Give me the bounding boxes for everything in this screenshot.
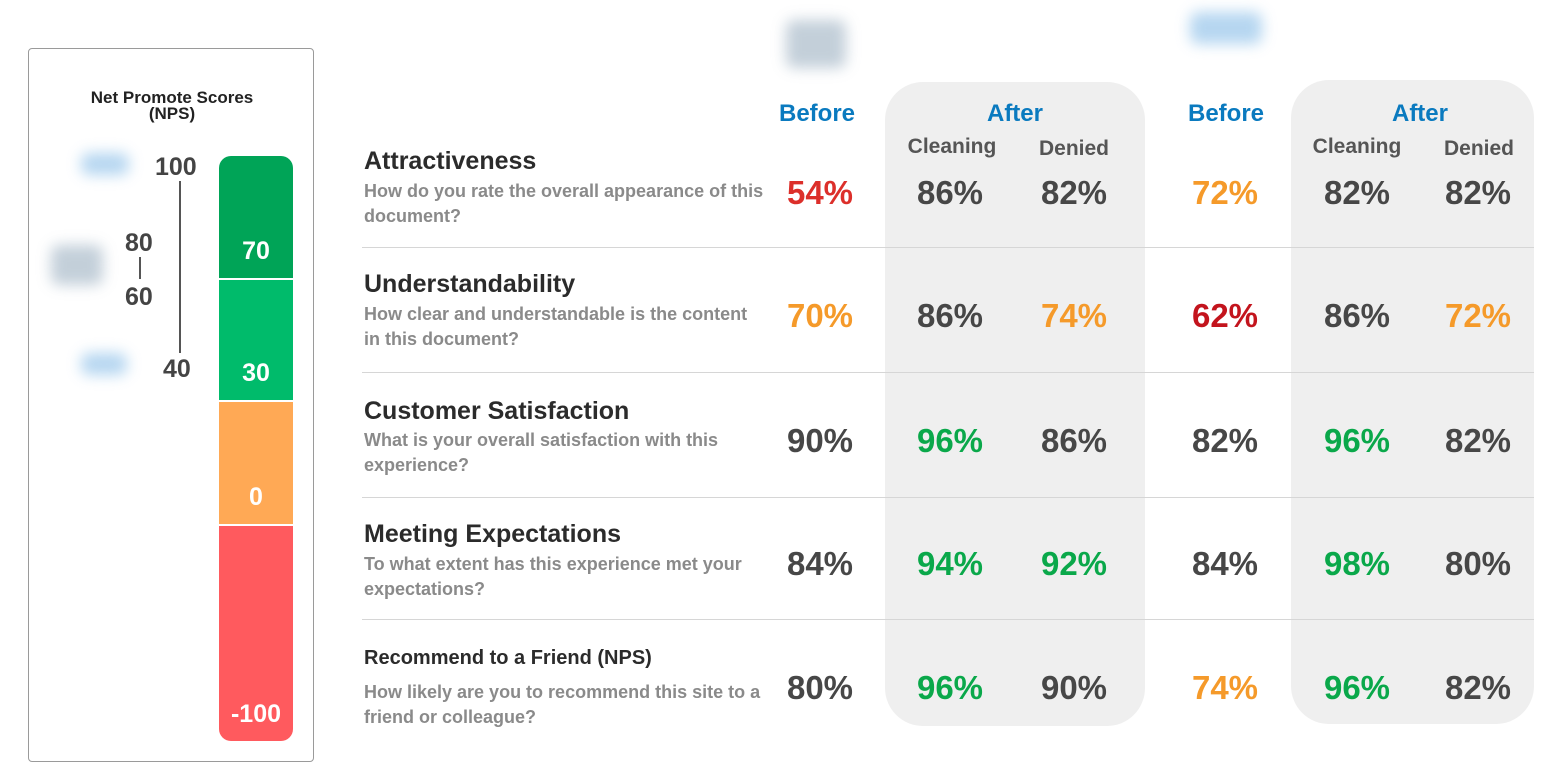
header-before-1: Before	[778, 100, 856, 127]
value-cell: 96%	[916, 422, 984, 459]
header-denied-2: Denied	[1443, 137, 1514, 160]
nps-segment-label: 30	[242, 359, 270, 387]
blurred-logo	[51, 245, 103, 285]
value-cell: 82%	[1444, 174, 1512, 211]
value-cell: 94%	[916, 545, 984, 582]
after-group-2-background	[1291, 80, 1534, 724]
value-cell: 96%	[916, 669, 984, 706]
blurred-logo	[81, 153, 129, 175]
row-title-customer-satisfaction: Customer Satisfaction	[364, 397, 630, 425]
scale-number-60: 60	[125, 283, 153, 311]
nps-segment-promoter-high: 70	[219, 156, 293, 278]
nps-segment-promoter: 30	[219, 280, 293, 400]
value-cell: 90%	[1040, 669, 1108, 706]
value-cell: 80%	[786, 669, 854, 706]
value-cell: 92%	[1040, 545, 1108, 582]
row-title-attractiveness: Attractiveness	[364, 147, 537, 175]
nps-segment-detractor: -100	[219, 526, 293, 741]
value-cell: 82%	[1444, 422, 1512, 459]
value-cell: 82%	[1323, 174, 1391, 211]
value-cell: 54%	[786, 174, 854, 211]
value-cell: 86%	[916, 297, 984, 334]
nps-segment-label: -100	[230, 700, 282, 728]
value-cell: 96%	[1323, 669, 1391, 706]
blurred-logo	[81, 353, 127, 375]
value-cell: 72%	[1444, 297, 1512, 334]
value-cell: 82%	[1040, 174, 1108, 211]
value-cell: 84%	[1191, 545, 1259, 582]
blurred-logo	[1190, 12, 1262, 44]
nps-title-line1: Net Promote Scores	[90, 88, 254, 107]
row-question: To what extent has this experience met y…	[364, 554, 742, 599]
row-divider	[362, 372, 1534, 373]
nps-segment-label: 70	[242, 237, 270, 265]
value-cell: 70%	[786, 297, 854, 334]
nps-segment-label: 0	[249, 483, 263, 511]
header-after-2: After	[1391, 100, 1448, 127]
row-question: How clear and understandable is the cont…	[364, 304, 748, 349]
value-cell: 82%	[1444, 669, 1512, 706]
row-question: How do you rate the overall appearance o…	[364, 181, 764, 226]
scale-bracket	[179, 181, 181, 353]
value-cell: 86%	[1323, 297, 1391, 334]
value-cell: 84%	[786, 545, 854, 582]
value-cell: 86%	[916, 174, 984, 211]
value-cell: 72%	[1191, 174, 1259, 211]
value-cell: 86%	[1040, 422, 1108, 459]
scale-number-80: 80	[125, 229, 153, 257]
scale-bracket	[139, 257, 141, 279]
nps-segment-passive: 0	[219, 402, 293, 524]
row-question: What is your overall satisfaction with t…	[364, 430, 719, 475]
nps-legend-panel: Net Promote Scores (NPS) 100 80 60 40 70…	[28, 48, 314, 762]
scale-number-100: 100	[155, 153, 197, 181]
scale-number-40: 40	[163, 355, 191, 383]
header-before-2: Before	[1187, 100, 1265, 127]
value-cell: 82%	[1191, 422, 1259, 459]
row-title-recommend-to-a-friend: Recommend to a Friend (NPS)	[364, 647, 652, 669]
nps-title-line2: (NPS)	[148, 104, 196, 123]
after-group-1-background	[885, 82, 1145, 726]
row-divider	[362, 497, 1534, 498]
value-cell: 96%	[1323, 422, 1391, 459]
row-divider	[362, 247, 1534, 248]
header-denied-1: Denied	[1038, 137, 1109, 160]
value-cell: 90%	[786, 422, 854, 459]
value-cell: 74%	[1040, 297, 1108, 334]
row-divider	[362, 619, 1534, 620]
row-title-understandability: Understandability	[364, 270, 576, 298]
row-title-meeting-expectations: Meeting Expectations	[364, 520, 621, 548]
header-after-1: After	[986, 100, 1043, 127]
header-cleaning-2: Cleaning	[1312, 135, 1402, 158]
header-cleaning-1: Cleaning	[907, 135, 997, 158]
value-cell: 74%	[1191, 669, 1259, 706]
blurred-logo	[786, 20, 846, 68]
value-cell: 98%	[1323, 545, 1391, 582]
row-question: How likely are you to recommend this sit…	[364, 682, 761, 727]
value-cell: 62%	[1191, 297, 1259, 334]
value-cell: 80%	[1444, 545, 1512, 582]
